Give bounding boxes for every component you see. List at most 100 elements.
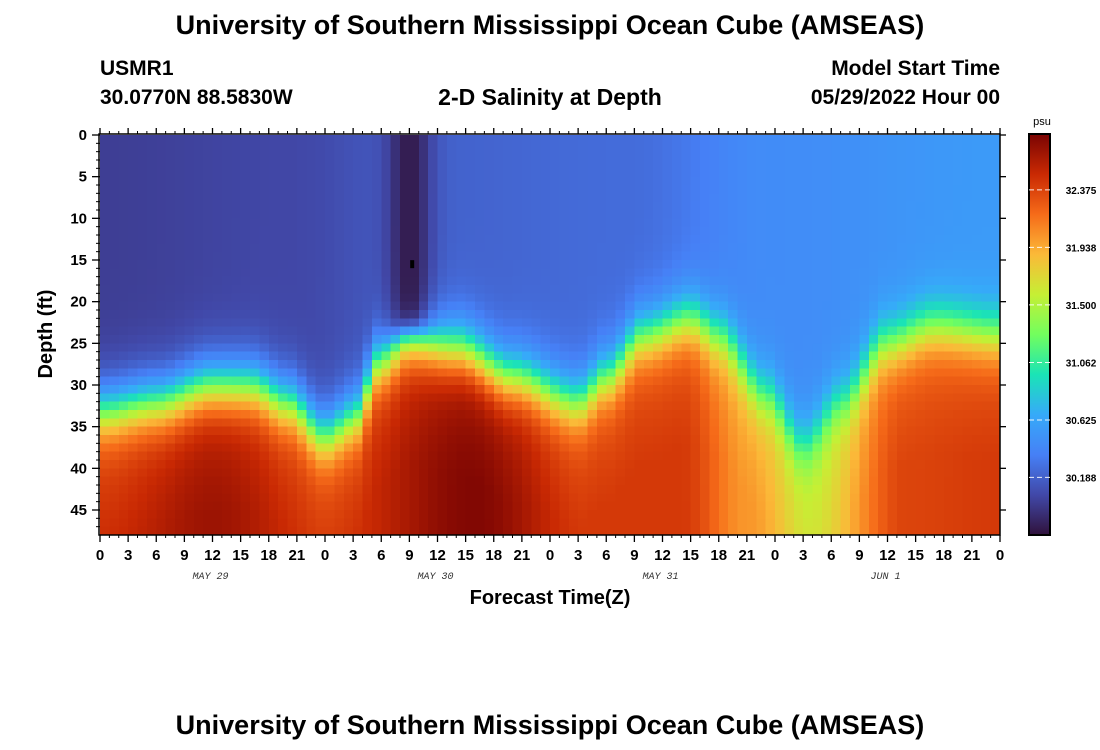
heatmap-cell: [653, 143, 664, 153]
heatmap-cell: [503, 360, 514, 369]
heatmap-cell: [606, 410, 617, 419]
heatmap-cell: [953, 435, 964, 444]
heatmap-cell: [643, 401, 654, 411]
heatmap-cell: [287, 210, 298, 219]
heatmap-cell: [915, 510, 926, 519]
heatmap-cell: [671, 135, 682, 144]
heatmap-cell: [221, 335, 232, 344]
heatmap-cell: [718, 443, 729, 453]
x-tick-label: 0: [96, 547, 104, 564]
heatmap-cell: [184, 368, 195, 378]
heatmap-cell: [765, 526, 776, 536]
heatmap-cell: [128, 226, 139, 236]
heatmap-cell: [934, 276, 945, 286]
heatmap-cell: [334, 226, 345, 236]
heatmap-cell: [165, 318, 176, 328]
heatmap-cell: [971, 518, 982, 528]
heatmap-cell: [868, 435, 879, 444]
heatmap-cell: [521, 301, 532, 311]
heatmap-cell: [915, 310, 926, 319]
heatmap-cell: [915, 185, 926, 194]
heatmap-cell: [203, 185, 214, 194]
heatmap-cell: [400, 260, 410, 269]
heatmap-cell: [437, 393, 448, 403]
heatmap-cell: [578, 426, 589, 436]
heatmap-cell: [212, 526, 223, 536]
heatmap-cell: [184, 435, 195, 444]
heatmap-cell: [568, 351, 579, 361]
heatmap-cell: [550, 385, 560, 394]
heatmap-cell: [587, 285, 598, 294]
heatmap-cell: [156, 351, 167, 361]
heatmap-cell: [287, 510, 298, 519]
heatmap-cell: [587, 226, 598, 236]
heatmap-cell: [390, 343, 401, 353]
heatmap-cell: [775, 385, 785, 394]
heatmap-cell: [868, 485, 879, 494]
heatmap-cell: [296, 510, 307, 519]
heatmap-cell: [531, 401, 542, 411]
heatmap-cell: [887, 268, 898, 278]
heatmap-cell: [287, 393, 298, 403]
heatmap-cell: [634, 443, 645, 453]
heatmap-cell: [146, 401, 157, 411]
heatmap-cell: [690, 143, 701, 153]
heatmap-cell: [596, 235, 607, 244]
heatmap-cell: [812, 401, 823, 411]
heatmap-cell: [268, 526, 279, 536]
heatmap-cell: [718, 193, 729, 203]
heatmap-cell: [915, 451, 926, 461]
heatmap-cell: [100, 285, 110, 294]
heatmap-cell: [550, 226, 560, 236]
heatmap-cell: [953, 310, 964, 319]
heatmap-cell: [221, 301, 232, 311]
heatmap-cell: [803, 368, 814, 378]
heatmap-cell: [606, 135, 617, 144]
heatmap-cell: [203, 485, 214, 494]
heatmap-cell: [203, 218, 214, 228]
heatmap-cell: [850, 285, 860, 294]
heatmap-cell: [756, 451, 767, 461]
heatmap-cell: [184, 385, 195, 394]
heatmap-cell: [746, 510, 757, 519]
heatmap-cell: [587, 518, 598, 528]
heatmap-cell: [568, 260, 579, 269]
heatmap-cell: [859, 326, 870, 336]
heatmap-cell: [437, 218, 448, 228]
heatmap-cell: [456, 326, 467, 336]
heatmap-cell: [568, 410, 579, 419]
heatmap-cell: [606, 260, 617, 269]
heatmap-cell: [934, 210, 945, 219]
heatmap-cell: [906, 185, 917, 194]
heatmap-cell: [193, 343, 204, 353]
heatmap-cell: [203, 493, 214, 503]
heatmap-cell: [334, 510, 345, 519]
heatmap-cell: [803, 393, 814, 403]
heatmap-cell: [475, 318, 485, 328]
heatmap-cell: [540, 351, 551, 361]
heatmap-cell: [409, 210, 420, 219]
heatmap-cell: [709, 185, 720, 194]
heatmap-cell: [296, 485, 307, 494]
heatmap-cell: [418, 210, 429, 219]
heatmap-cell: [484, 143, 495, 153]
heatmap-cell: [568, 360, 579, 369]
heatmap-cell: [868, 251, 879, 261]
heatmap-cell: [737, 418, 748, 428]
heatmap-cell: [550, 135, 560, 144]
heatmap-cell: [334, 426, 345, 436]
heatmap-cell: [456, 485, 467, 494]
heatmap-cell: [775, 518, 785, 528]
heatmap-cell: [971, 135, 982, 144]
heatmap-cell: [212, 510, 223, 519]
heatmap-cell: [550, 393, 560, 403]
heatmap-cell: [278, 418, 289, 428]
heatmap-cell: [203, 293, 214, 303]
heatmap-cell: [990, 376, 1001, 386]
heatmap-cell: [943, 193, 954, 203]
heatmap-cell: [568, 326, 579, 336]
heatmap-cell: [146, 185, 157, 194]
heatmap-cell: [287, 468, 298, 478]
heatmap-cell: [840, 251, 851, 261]
heatmap-cell: [868, 476, 879, 486]
